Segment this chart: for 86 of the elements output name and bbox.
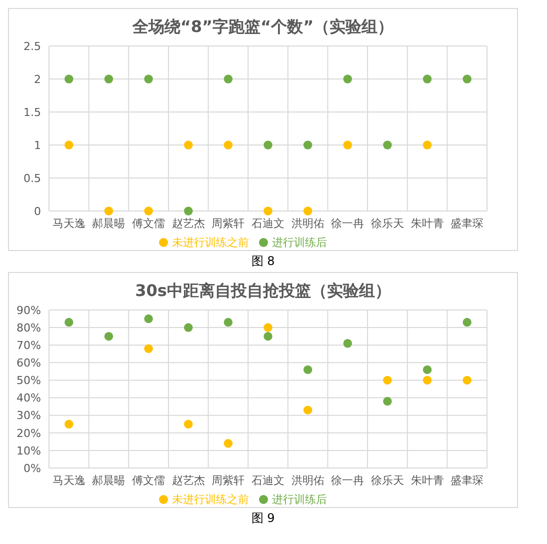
point bbox=[422, 140, 432, 150]
point bbox=[462, 376, 472, 385]
point bbox=[104, 332, 114, 341]
chart-title: 30s中距离自投自抢投篮（实验组） bbox=[134, 281, 392, 302]
point bbox=[184, 420, 193, 428]
caption: 图 8 bbox=[250, 253, 276, 270]
point bbox=[64, 74, 74, 84]
point bbox=[104, 74, 114, 84]
y-tick-label: 80% bbox=[16, 321, 41, 334]
x-tick-label: 石迪文 bbox=[252, 216, 284, 230]
legend-label: 进行训练后 bbox=[272, 493, 327, 506]
x-tick-label: 朱叶青 bbox=[410, 474, 444, 487]
x-tick-label: 周紫轩 bbox=[212, 474, 245, 487]
caption: 图 9 bbox=[250, 510, 276, 527]
point bbox=[383, 396, 392, 406]
x-tick-label: 徐乐天 bbox=[370, 216, 404, 230]
point bbox=[422, 74, 432, 84]
y-tick-label: 50% bbox=[16, 374, 41, 388]
point bbox=[144, 314, 153, 324]
point bbox=[383, 376, 392, 385]
x-tick-label: 徐一冉 bbox=[331, 474, 364, 487]
y-tick-label: 10% bbox=[16, 444, 41, 458]
y-tick-label: 2.5 bbox=[24, 40, 41, 53]
point bbox=[303, 206, 312, 216]
point bbox=[184, 323, 193, 332]
y-tick-label: 0% bbox=[24, 462, 41, 475]
y-tick-label: 90% bbox=[16, 304, 41, 317]
point bbox=[184, 140, 193, 150]
point bbox=[144, 206, 153, 216]
point bbox=[64, 318, 74, 327]
point bbox=[303, 406, 312, 414]
y-tick-label: 70% bbox=[16, 339, 41, 352]
point bbox=[64, 420, 74, 428]
x-tick-label: 周紫轩 bbox=[212, 216, 245, 230]
y-tick-label: 1.5 bbox=[24, 106, 41, 119]
point bbox=[144, 74, 153, 84]
x-tick-label: 盛聿琛 bbox=[450, 474, 484, 487]
y-tick-label: 60% bbox=[16, 356, 41, 370]
y-tick-label: 1 bbox=[34, 138, 41, 152]
point bbox=[224, 140, 233, 150]
point bbox=[343, 338, 352, 348]
point bbox=[422, 376, 432, 385]
point bbox=[422, 365, 432, 374]
point bbox=[104, 206, 114, 216]
y-tick-label: 20% bbox=[16, 426, 41, 440]
legend-label: 进行训练后 bbox=[272, 236, 327, 249]
point bbox=[462, 74, 472, 84]
point bbox=[303, 140, 312, 150]
x-tick-label: 马天逸 bbox=[52, 216, 86, 230]
x-tick-label: 傅文儒 bbox=[132, 474, 166, 487]
point bbox=[224, 318, 233, 327]
x-tick-label: 傅文儒 bbox=[132, 216, 166, 230]
y-tick-label: 30% bbox=[16, 409, 41, 422]
point bbox=[343, 140, 352, 150]
y-tick-label: 40% bbox=[16, 392, 41, 405]
point bbox=[264, 332, 272, 341]
x-tick-label: 郝晨晹 bbox=[92, 474, 126, 487]
x-tick-label: 徐一冉 bbox=[331, 216, 364, 230]
x-tick-label: 石迪文 bbox=[252, 474, 284, 487]
x-tick-label: 赵艺杰 bbox=[172, 474, 205, 487]
y-tick-label: 2 bbox=[34, 72, 41, 86]
point bbox=[462, 318, 472, 327]
x-tick-label: 徐乐天 bbox=[370, 474, 404, 487]
point bbox=[343, 74, 352, 84]
x-tick-label: 马天逸 bbox=[52, 474, 86, 487]
x-tick-label: 洪明佑 bbox=[291, 216, 324, 230]
x-tick-label: 郝晨晹 bbox=[92, 216, 126, 230]
point bbox=[64, 140, 74, 150]
point bbox=[184, 206, 193, 216]
x-tick-label: 朱叶青 bbox=[410, 216, 444, 230]
point bbox=[144, 344, 153, 353]
y-tick-label: 0 bbox=[34, 204, 41, 218]
point bbox=[264, 206, 272, 216]
point bbox=[264, 140, 272, 150]
chart-title: 全场绕“8”字跑篮“个数”（实验组） bbox=[131, 17, 395, 38]
point bbox=[224, 439, 233, 448]
legend-label: 未进行训练之前 bbox=[172, 493, 249, 506]
point bbox=[264, 323, 272, 332]
point bbox=[383, 140, 392, 150]
y-tick-label: 0.5 bbox=[24, 172, 41, 185]
point bbox=[303, 365, 312, 374]
point bbox=[224, 74, 233, 84]
x-tick-label: 洪明佑 bbox=[291, 474, 324, 487]
legend-label: 未进行训练之前 bbox=[172, 236, 249, 249]
x-tick-label: 赵艺杰 bbox=[172, 216, 205, 230]
x-tick-label: 盛聿琛 bbox=[450, 216, 484, 230]
